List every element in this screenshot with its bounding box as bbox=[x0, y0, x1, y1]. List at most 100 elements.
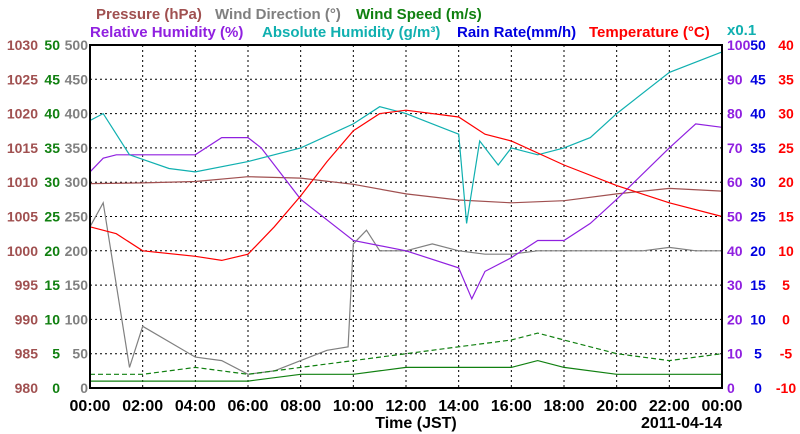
y-tick-wind_direction: 300 bbox=[65, 174, 89, 190]
y-tick-temperature: 25 bbox=[778, 140, 794, 156]
y-tick-humidity: 90 bbox=[727, 71, 743, 87]
y-tick-temperature: -10 bbox=[776, 380, 796, 396]
x-tick-label: 14:00 bbox=[438, 398, 479, 415]
y-tick-wind_speed: 35 bbox=[44, 140, 60, 156]
y-tick-wind_speed: 15 bbox=[44, 277, 60, 293]
y-tick-humidity: 50 bbox=[727, 209, 743, 225]
y-tick-wind_speed: 45 bbox=[44, 71, 60, 87]
y-tick-wind_speed: 25 bbox=[44, 209, 60, 225]
y-tick-temperature: 30 bbox=[778, 106, 794, 122]
x-tick-label: 18:00 bbox=[544, 398, 585, 415]
y-tick-wind_direction: 500 bbox=[65, 37, 89, 53]
y-tick-pressure: 1000 bbox=[7, 243, 38, 259]
y-tick-wind_speed: 30 bbox=[44, 174, 60, 190]
y-tick-humidity: 100 bbox=[727, 37, 751, 53]
plot-area-frame bbox=[89, 44, 723, 389]
x-tick-label: 20:00 bbox=[596, 398, 637, 415]
y-tick-pressure: 1015 bbox=[7, 140, 38, 156]
y-tick-humidity: 20 bbox=[727, 311, 743, 327]
y-tick-humidity: 0 bbox=[727, 380, 735, 396]
y-tick-temperature: 20 bbox=[778, 174, 794, 190]
y-tick-rain: 50 bbox=[750, 37, 766, 53]
y-tick-pressure: 990 bbox=[15, 311, 39, 327]
legend-relative-humidity: Relative Humidity (%) bbox=[90, 24, 243, 41]
x-tick-label: 08:00 bbox=[280, 398, 321, 415]
y-tick-pressure: 1010 bbox=[7, 174, 38, 190]
y-tick-rain: 15 bbox=[750, 277, 766, 293]
y-tick-humidity: 30 bbox=[727, 277, 743, 293]
legend-absolute-humidity: Absolute Humidity (g/m³) bbox=[262, 24, 440, 41]
x-tick-label: 00:00 bbox=[702, 398, 743, 415]
y-tick-wind_speed: 5 bbox=[52, 346, 60, 362]
y-tick-temperature: 10 bbox=[778, 243, 794, 259]
x-tick-label: 22:00 bbox=[649, 398, 690, 415]
y-tick-wind_speed: 50 bbox=[44, 37, 60, 53]
grid-lines bbox=[90, 45, 722, 388]
y-tick-pressure: 1020 bbox=[7, 106, 38, 122]
y-tick-temperature: 15 bbox=[778, 209, 794, 225]
y-tick-wind_direction: 450 bbox=[65, 71, 89, 87]
series-lines bbox=[89, 51, 723, 389]
series-line-7 bbox=[89, 109, 723, 262]
series-line-2 bbox=[90, 359, 722, 382]
y-tick-humidity: 70 bbox=[727, 140, 743, 156]
x-tick-label: 06:00 bbox=[228, 398, 269, 415]
y-tick-wind_direction: 50 bbox=[72, 346, 88, 362]
legend-rain-rate: Rain Rate(mm/h) bbox=[457, 24, 576, 41]
y-tick-temperature: 40 bbox=[778, 37, 794, 53]
y-tick-humidity: 80 bbox=[727, 106, 743, 122]
legend-wind-direction: Wind Direction (°) bbox=[215, 6, 341, 23]
y-tick-temperature: -5 bbox=[780, 346, 793, 362]
y-tick-pressure: 980 bbox=[15, 380, 39, 396]
y-tick-pressure: 995 bbox=[15, 277, 39, 293]
y-tick-rain: 40 bbox=[750, 106, 766, 122]
x-tick-label: 00:00 bbox=[70, 398, 111, 415]
y-tick-wind_speed: 20 bbox=[44, 243, 60, 259]
x-tick-label: 04:00 bbox=[175, 398, 216, 415]
y-tick-wind_direction: 0 bbox=[80, 380, 88, 396]
y-tick-temperature: 35 bbox=[778, 71, 794, 87]
y-tick-pressure: 1030 bbox=[7, 37, 38, 53]
legend-wind-speed: Wind Speed (m/s) bbox=[356, 6, 482, 23]
y-tick-wind_speed: 0 bbox=[52, 380, 60, 396]
y-tick-pressure: 1025 bbox=[7, 71, 38, 87]
x-tick-label: 16:00 bbox=[491, 398, 532, 415]
y-tick-humidity: 10 bbox=[727, 346, 743, 362]
y-tick-rain: 20 bbox=[750, 243, 766, 259]
y-tick-wind_speed: 40 bbox=[44, 106, 60, 122]
y-tick-rain: 0 bbox=[754, 380, 762, 396]
y-tick-temperature: 5 bbox=[782, 277, 790, 293]
y-tick-rain: 10 bbox=[750, 311, 766, 327]
y-tick-temperature: 0 bbox=[782, 311, 790, 327]
y-tick-wind_direction: 200 bbox=[65, 243, 89, 259]
y-tick-rain: 45 bbox=[750, 71, 766, 87]
y-tick-wind_speed: 10 bbox=[44, 311, 60, 327]
y-tick-wind_direction: 150 bbox=[65, 277, 89, 293]
legend-pressure: Pressure (hPa) bbox=[96, 6, 202, 23]
series-line-5 bbox=[89, 51, 723, 224]
y-axis-ticks: 9809859909951000100510101015102010251030… bbox=[7, 37, 796, 396]
abs-humidity-scale-note: x0.1 bbox=[727, 22, 756, 39]
date-label: 2011-04-14 bbox=[641, 415, 722, 432]
x-tick-label: 12:00 bbox=[386, 398, 427, 415]
legend-temperature: Temperature (°C) bbox=[589, 24, 710, 41]
y-tick-rain: 5 bbox=[754, 346, 762, 362]
series-line-4 bbox=[89, 123, 723, 301]
y-tick-wind_direction: 400 bbox=[65, 106, 89, 122]
x-axis-label: Time (JST) bbox=[375, 415, 457, 432]
series-line-3 bbox=[90, 332, 723, 375]
y-tick-humidity: 40 bbox=[727, 243, 743, 259]
y-tick-pressure: 985 bbox=[15, 346, 39, 362]
y-tick-rain: 30 bbox=[750, 174, 766, 190]
series-line-1 bbox=[89, 200, 722, 375]
y-tick-pressure: 1005 bbox=[7, 209, 38, 225]
y-tick-wind_direction: 250 bbox=[65, 209, 89, 225]
y-tick-wind_direction: 100 bbox=[65, 311, 89, 327]
y-tick-rain: 35 bbox=[750, 140, 766, 156]
y-tick-wind_direction: 350 bbox=[65, 140, 89, 156]
y-tick-humidity: 60 bbox=[727, 174, 743, 190]
series-line-0 bbox=[89, 176, 723, 204]
x-axis-ticks: 00:00 02:00 04:00 06:00 08:00 10:00 12:00 14:00… bbox=[70, 398, 743, 415]
x-tick-label: 02:00 bbox=[122, 398, 163, 415]
